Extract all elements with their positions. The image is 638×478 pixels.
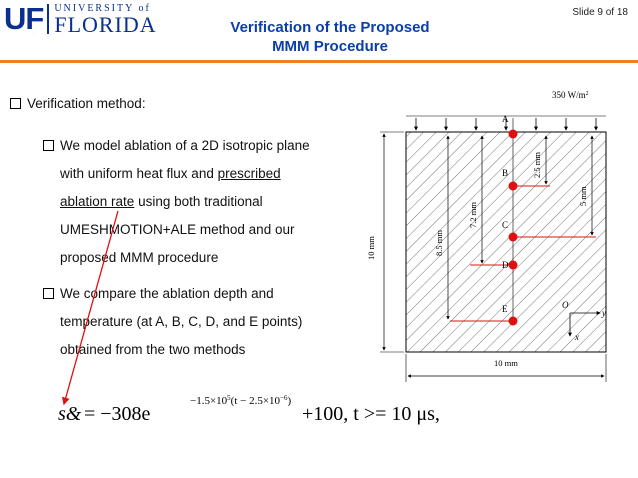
underlined-text: prescribed [217,166,281,181]
point-d-label: D [502,260,509,270]
plate-rectangle [405,131,607,353]
sub-bullet-text-line2: with uniform heat flux and prescribed [60,166,281,181]
logo-wordmark: UNIVERSITY of FLORIDA [54,3,156,36]
text-span: using both traditional [134,194,263,209]
checkbox-bullet-icon [10,98,21,109]
bullet-text: Verification method: [27,96,146,111]
logo-uf-mark: UF [4,1,44,36]
slide-number: Slide 9 of 18 [572,7,628,18]
dim-2-5-label: 2.5 mm [532,152,542,178]
point-d [508,260,518,270]
formula-eq: = −308e [84,403,151,425]
height-dim-label: 10 mm [366,236,376,260]
point-labels: A B C D E [502,114,509,314]
sub-bullet-compare: We compare the ablation depth and [43,286,274,301]
point-e [508,316,518,326]
point-e-label: E [502,304,508,314]
y-axis-label: y [601,308,606,318]
ablation-rate-formula: s& = −308e −1.5×105(t − 2.5×10−6) +100, … [58,394,440,425]
slide-title-line1: Verification of the Proposed [230,19,430,36]
checkbox-bullet-icon [43,288,54,299]
dim-7-2-label: 7.2 mm [468,202,478,228]
logo-florida: FLORIDA [54,12,157,37]
sub-bullet-model: We model ablation of a 2D isotropic plan… [43,138,310,153]
checkbox-bullet-icon [43,140,54,151]
logo-divider [47,4,50,34]
formula-lhs: s& [58,403,82,425]
header-divider [0,60,638,63]
dim-5-label: 5 mm [578,186,588,206]
text-span: with uniform heat flux and [60,166,218,181]
slide-title: Verification of the Proposed MMM Procedu… [180,18,480,56]
sub-bullet-text-line5: proposed MMM procedure [60,250,219,265]
sub-bullet-text: We compare the ablation depth and [60,286,274,301]
ablation-plate-diagram: 350 W/m2 A B C D E 2.5 mm 5 m [366,90,607,382]
sub-bullet-text-line4: UMESHMOTION+ALE method and our [60,222,295,237]
heat-flux-label: 350 W/m2 [552,90,589,100]
point-a-label: A [502,114,509,124]
point-b [508,181,518,191]
point-b-label: B [502,168,508,178]
bullet-verification-method: Verification method: [10,96,146,111]
origin-label: O [562,300,569,310]
formula-tail: +100, t >= 10 μs, [302,403,440,425]
width-dim-label: 10 mm [494,358,518,368]
dim-8-5-label: 8.5 mm [434,230,444,256]
formula-exponent: −1.5×105(t − 2.5×10−6) [190,394,292,407]
underlined-text: ablation rate [60,194,135,209]
logo-university: UNIVERSITY of [54,3,151,14]
heat-flux-arrows [414,118,598,131]
sub-bullet-text-line3: obtained from the two methods [60,342,246,357]
sub-bullet-text-line3: ablation rate using both traditional [60,194,263,209]
sub-bullet-text: We model ablation of a 2D isotropic plan… [60,138,310,153]
ablation-depth-lines [450,185,596,322]
sub-bullet-text-line2: temperature (at A, B, C, D, and E points… [60,314,303,329]
uf-logo: UF UNIVERSITY of FLORIDA [4,1,157,36]
slide-title-line2: MMM Procedure [272,38,388,55]
measurement-points [508,129,518,326]
point-c [508,232,518,242]
point-a [508,129,518,139]
x-axis-label: x [574,332,579,342]
point-c-label: C [502,220,508,230]
